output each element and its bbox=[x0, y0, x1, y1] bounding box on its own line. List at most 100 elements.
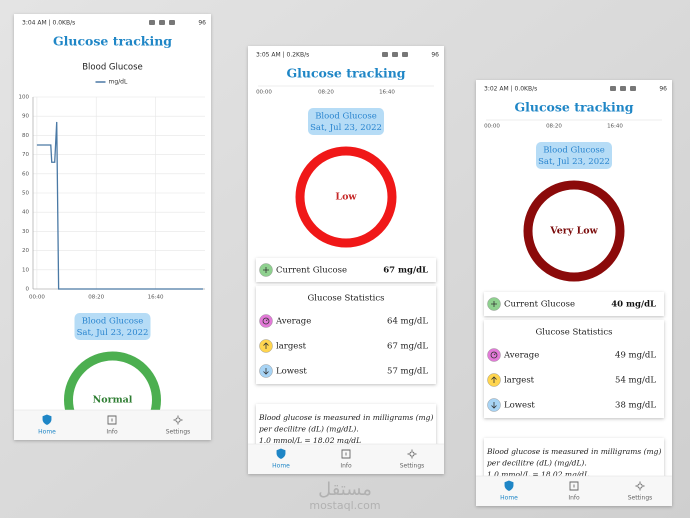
stat-label: Average bbox=[275, 317, 311, 327]
app-title: Glucose tracking bbox=[286, 66, 405, 81]
status-ring bbox=[295, 146, 397, 248]
phone-screen: 3:04 AM | 0.0KB/s 96 Glucose tracking Blood… bbox=[14, 20, 211, 440]
phone-screen: 3:02 AM | 0.0KB/s 96 Glucose tracking 00:00… bbox=[476, 86, 672, 506]
row-icon-glyph bbox=[263, 368, 269, 375]
phone-screen: 3:05 AM | 0.2KB/s 96 Glucose tracking 00:00… bbox=[248, 52, 444, 474]
status-ring bbox=[523, 180, 625, 282]
nav-label[interactable]: Info bbox=[568, 495, 580, 502]
y-tick-label: 60 bbox=[22, 171, 29, 177]
date-card bbox=[308, 108, 384, 135]
axis-label: 16:40 bbox=[607, 124, 623, 130]
nav-label[interactable]: Settings bbox=[166, 429, 191, 436]
status-icon bbox=[149, 20, 155, 25]
axis-label: 00:00 bbox=[484, 124, 500, 130]
app-title: Glucose tracking bbox=[514, 100, 633, 115]
card-date: Sat, Jul 23, 2022 bbox=[310, 123, 382, 133]
status-time: 3:02 AM | 0.0KB/s bbox=[484, 86, 537, 93]
battery: 96 bbox=[198, 20, 206, 27]
nav-icon bbox=[107, 415, 117, 425]
nav-icon bbox=[407, 449, 417, 459]
status-icon bbox=[382, 52, 388, 57]
nav-bar bbox=[14, 410, 211, 440]
chart-title: Blood Glucose bbox=[82, 63, 143, 73]
y-tick-label: 20 bbox=[22, 248, 29, 254]
nav-label[interactable]: Settings bbox=[400, 463, 425, 470]
info-line: Blood glucose is measured in milligrams … bbox=[486, 447, 661, 456]
ring-label: Normal bbox=[93, 395, 133, 406]
nav-icon bbox=[276, 448, 286, 460]
stat-label: largest bbox=[504, 376, 535, 386]
stats-card bbox=[256, 286, 436, 384]
status-time: 3:05 AM | 0.2KB/s bbox=[256, 52, 309, 59]
nav-label[interactable]: Info bbox=[106, 429, 118, 436]
card-label: Blood Glucose bbox=[315, 112, 377, 122]
nav-icon bbox=[173, 415, 183, 425]
date-card bbox=[74, 313, 151, 340]
y-tick-label: 0 bbox=[26, 287, 30, 293]
stats-title: Glucose Statistics bbox=[307, 294, 384, 304]
nav-label[interactable]: Home bbox=[272, 463, 290, 470]
status-ring bbox=[64, 351, 161, 440]
card-label: Blood Glucose bbox=[82, 317, 144, 327]
card-date: Sat, Jul 23, 2022 bbox=[538, 157, 610, 167]
axis-label: 08:20 bbox=[546, 124, 562, 130]
status-icon bbox=[169, 20, 175, 25]
current-row bbox=[256, 258, 436, 282]
row-icon-glyph bbox=[263, 267, 269, 273]
stat-value: 49 mg/dL bbox=[615, 351, 656, 361]
status-icon bbox=[620, 86, 626, 91]
card-date: Sat, Jul 23, 2022 bbox=[77, 328, 149, 338]
legend-label: mg/dL bbox=[109, 79, 128, 86]
status-icon bbox=[392, 52, 398, 57]
axis-label: 08:20 bbox=[318, 90, 334, 96]
y-tick-label: 70 bbox=[22, 152, 29, 158]
nav-icon bbox=[42, 414, 52, 426]
ring-label: Low bbox=[335, 192, 357, 203]
card-label: Blood Glucose bbox=[543, 146, 605, 156]
current-value: 67 mg/dL bbox=[383, 266, 428, 276]
row-icon-glyph bbox=[263, 342, 269, 349]
battery: 96 bbox=[659, 86, 667, 93]
nav-icon bbox=[569, 481, 579, 491]
row-icon-glyph bbox=[490, 351, 498, 359]
y-tick-label: 100 bbox=[19, 95, 30, 101]
x-tick-label: 00:00 bbox=[29, 295, 45, 301]
watermark-latin: mostaql.com bbox=[309, 499, 380, 512]
current-value: 40 mg/dL bbox=[611, 300, 656, 310]
nav-label[interactable]: Settings bbox=[628, 495, 653, 502]
nav-label[interactable]: Home bbox=[38, 429, 56, 436]
stat-label: largest bbox=[276, 342, 307, 352]
y-tick-label: 80 bbox=[22, 133, 29, 139]
y-tick-label: 10 bbox=[22, 267, 29, 273]
phone-shadow bbox=[14, 14, 211, 440]
info-line: 1.0 mmol/L = 18.02 mg/dL bbox=[487, 470, 589, 479]
stat-value: 67 mg/dL bbox=[387, 342, 428, 352]
status-icon bbox=[630, 86, 636, 91]
info-line: per decilitre (dL) (mg/dL). bbox=[487, 459, 587, 468]
date-card bbox=[536, 142, 612, 169]
status-icon bbox=[159, 20, 165, 25]
nav-icon bbox=[504, 480, 514, 492]
stat-label: Lowest bbox=[504, 401, 535, 411]
nav-icon bbox=[341, 449, 351, 459]
watermark-arabic: مستقل bbox=[318, 479, 372, 500]
x-tick-label: 16:40 bbox=[148, 295, 164, 301]
status-icon bbox=[402, 52, 408, 57]
stat-value: 57 mg/dL bbox=[387, 367, 428, 377]
axis-label: 16:40 bbox=[379, 90, 395, 96]
status-icon bbox=[610, 86, 616, 91]
data-line bbox=[36, 121, 203, 290]
nav-label[interactable]: Home bbox=[500, 495, 518, 502]
nav-label[interactable]: Info bbox=[340, 463, 352, 470]
info-line: Blood glucose is measured in milligrams … bbox=[258, 413, 433, 422]
status-time: 3:04 AM | 0.0KB/s bbox=[22, 20, 75, 27]
y-tick-label: 30 bbox=[22, 229, 29, 235]
info-line: per decilitre (dL) (mg/dL). bbox=[259, 425, 359, 434]
row-icon-glyph bbox=[491, 376, 497, 383]
app-title: Glucose tracking bbox=[53, 34, 172, 49]
y-tick-label: 90 bbox=[22, 114, 29, 120]
nav-bar bbox=[476, 476, 672, 506]
nav-icon bbox=[635, 481, 645, 491]
stat-value: 64 mg/dL bbox=[387, 317, 428, 327]
